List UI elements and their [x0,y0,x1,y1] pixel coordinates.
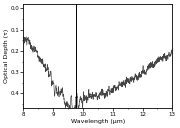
X-axis label: Wavelength (μm): Wavelength (μm) [71,119,125,124]
Y-axis label: Optical Depth (τ): Optical Depth (τ) [4,29,9,83]
